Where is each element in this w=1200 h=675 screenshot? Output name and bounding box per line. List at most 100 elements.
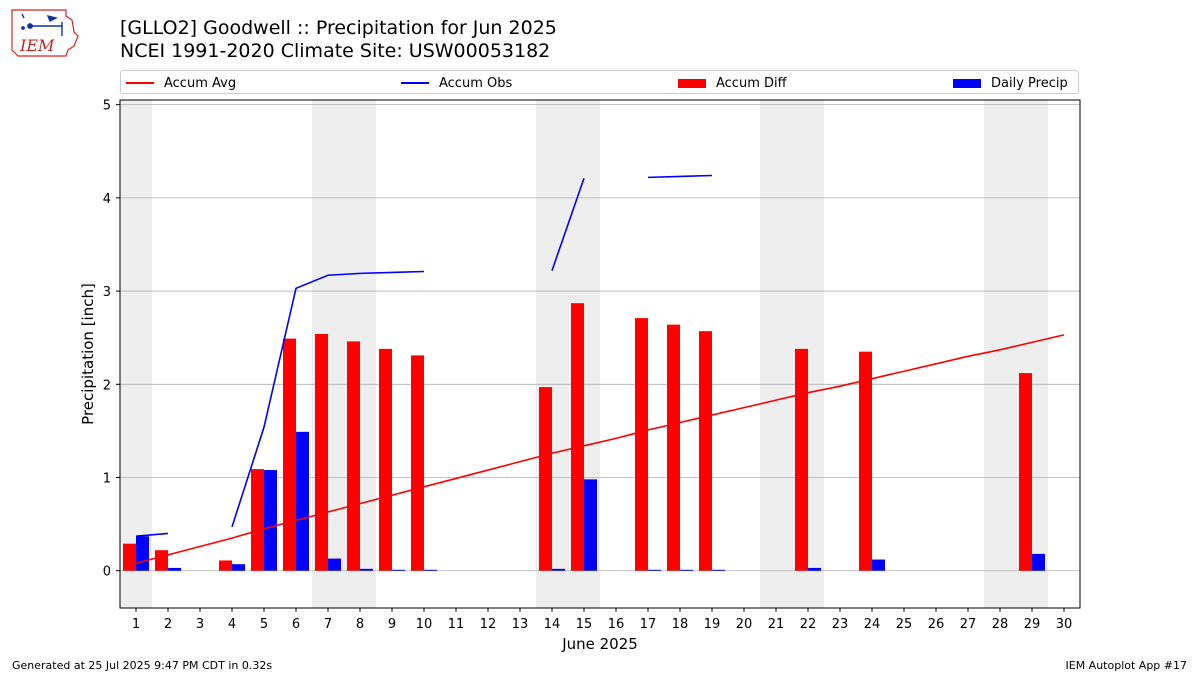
x-tick-label: 14	[544, 617, 561, 632]
accum-diff-bar	[315, 333, 328, 571]
logo-text: IEM	[19, 36, 55, 55]
accum-diff-bar	[667, 324, 680, 571]
accum-diff-bar	[155, 550, 168, 571]
x-tick-label: 11	[448, 617, 465, 632]
legend-item-accum-avg: Accum Avg	[126, 74, 236, 92]
x-tick-label: 22	[800, 617, 817, 632]
x-tick-label: 25	[896, 617, 913, 632]
accum-diff-bar	[795, 348, 808, 571]
x-tick-label: 5	[260, 617, 268, 632]
daily-precip-bar	[264, 470, 277, 571]
daily-precip-bar	[328, 558, 341, 571]
x-tick-label: 1	[132, 617, 140, 632]
x-tick-label: 20	[736, 617, 753, 632]
x-axis-label: June 2025	[561, 635, 638, 653]
legend-swatch-accum-diff	[678, 78, 706, 88]
accum-avg-line	[135, 334, 1065, 565]
x-tick-label: 29	[1024, 617, 1041, 632]
x-tick-label: 7	[324, 617, 332, 632]
legend-item-accum-obs: Accum Obs	[401, 74, 512, 92]
daily-precip-bar	[360, 568, 373, 571]
plot-frame	[119, 99, 1081, 609]
accum-diff-bar	[635, 318, 648, 571]
legend-swatch-accum-obs	[401, 82, 429, 84]
y-tick-label: 3	[103, 285, 111, 300]
y-axis-label: Precipitation [inch]	[79, 283, 97, 425]
footer-app-text: IEM Autoplot App #17	[1065, 659, 1188, 672]
accum-obs-line	[231, 270, 425, 528]
daily-precip-bar	[552, 568, 565, 571]
daily-precip-bar	[1032, 553, 1045, 571]
x-tick-label: 13	[512, 617, 529, 632]
accum-diff-bar	[539, 387, 552, 571]
accum-obs-line	[647, 174, 713, 179]
chart-subtitle: NCEI 1991-2020 Climate Site: USW00053182	[120, 40, 551, 62]
weekend-shade	[984, 100, 1016, 608]
x-tick-label: 4	[228, 617, 236, 632]
x-tick-label: 27	[960, 617, 977, 632]
x-tick-label: 21	[768, 617, 785, 632]
accum-diff-bar	[123, 543, 136, 571]
daily-precip-bar	[680, 569, 693, 571]
legend-item-accum-diff: Accum Diff	[678, 74, 787, 92]
legend-label-daily-precip: Daily Precip	[991, 75, 1068, 91]
y-tick-label: 4	[103, 192, 111, 207]
daily-precip-bar	[712, 569, 725, 571]
daily-precip-bar	[136, 536, 149, 571]
iem-logo: IEM	[11, 9, 79, 57]
accum-diff-bar	[1019, 373, 1032, 571]
accum-diff-bar	[571, 303, 584, 571]
weekend-shade	[120, 100, 152, 608]
legend-label-accum-diff: Accum Diff	[716, 75, 787, 91]
accum-diff-bar	[859, 351, 872, 571]
daily-precip-bar	[648, 569, 661, 571]
x-tick-label: 30	[1056, 617, 1073, 632]
accum-diff-bar	[251, 469, 264, 571]
x-tick-label: 23	[832, 617, 849, 632]
accum-obs-line	[551, 178, 585, 271]
legend: Accum Avg Accum Obs Accum Diff Daily Pre…	[120, 70, 1079, 94]
accum-diff-bar	[379, 348, 392, 571]
x-tick-label: 17	[640, 617, 657, 632]
y-tick-label: 1	[103, 472, 111, 487]
daily-precip-bar	[872, 559, 885, 571]
chart-title: [GLLO2] Goodwell :: Precipitation for Ju…	[120, 17, 557, 39]
daily-precip-bar	[584, 479, 597, 571]
daily-precip-bar	[808, 567, 821, 571]
x-tick-label: 12	[480, 617, 497, 632]
footer-generated-text: Generated at 25 Jul 2025 9:47 PM CDT in …	[12, 659, 273, 672]
x-tick-label: 19	[704, 617, 721, 632]
y-tick-label: 2	[103, 378, 111, 393]
legend-swatch-accum-avg	[126, 82, 154, 84]
legend-label-accum-obs: Accum Obs	[439, 75, 513, 91]
x-tick-label: 26	[928, 617, 945, 632]
daily-precip-bar	[168, 567, 181, 571]
x-tick-label: 8	[356, 617, 364, 632]
daily-precip-bar	[296, 431, 309, 571]
accum-diff-bar	[699, 331, 712, 571]
x-tick-label: 18	[672, 617, 689, 632]
x-tick-label: 28	[992, 617, 1009, 632]
x-tick-label: 9	[388, 617, 396, 632]
x-tick-label: 2	[164, 617, 172, 632]
y-tick-label: 5	[103, 99, 111, 114]
y-tick-label: 0	[103, 565, 111, 580]
legend-label-accum-avg: Accum Avg	[164, 75, 237, 91]
daily-precip-bar	[232, 564, 245, 571]
legend-swatch-daily-precip	[953, 78, 981, 88]
daily-precip-bar	[392, 569, 405, 571]
legend-item-daily-precip: Daily Precip	[953, 74, 1068, 92]
x-tick-label: 3	[196, 617, 204, 632]
accum-diff-bar	[411, 355, 424, 571]
x-tick-label: 16	[608, 617, 625, 632]
accum-diff-bar	[283, 338, 296, 571]
accum-diff-bar	[347, 341, 360, 571]
x-tick-label: 15	[576, 617, 593, 632]
x-tick-label: 6	[292, 617, 300, 632]
accum-diff-bar	[219, 560, 232, 571]
x-tick-label: 10	[416, 617, 433, 632]
daily-precip-bar	[424, 569, 437, 571]
weekend-shade	[760, 100, 792, 608]
accum-obs-line	[135, 532, 169, 538]
